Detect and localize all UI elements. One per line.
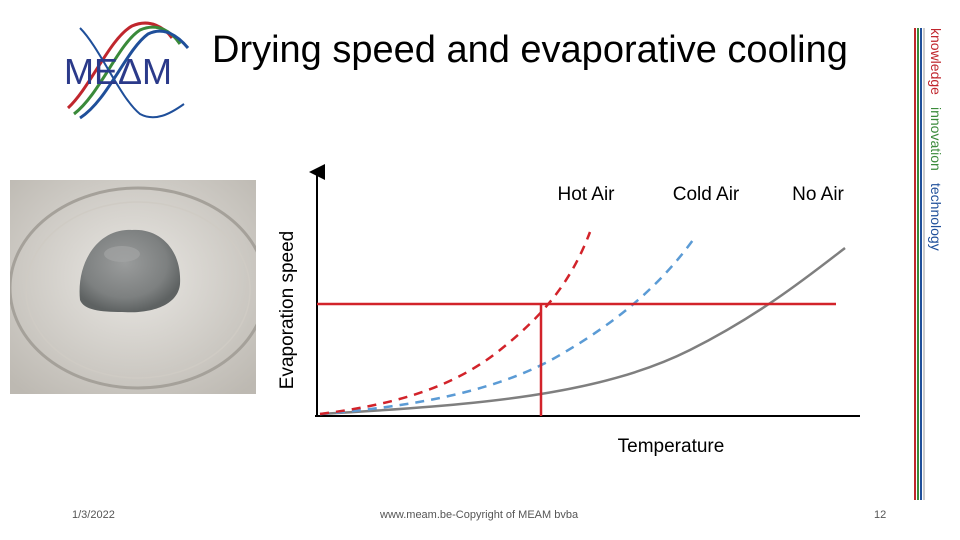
footer-page-number: 12 (874, 509, 887, 521)
legend-hot-air: Hot Air (557, 184, 615, 205)
meam-logo: MEΔM (64, 21, 190, 120)
x-axis-label: Temperature (618, 436, 725, 457)
sidebar-word-innovation: innovation (928, 106, 944, 171)
slide-title: Drying speed and evaporative cooling (212, 29, 848, 71)
legend-cold-air: Cold Air (673, 184, 740, 205)
powder-sample-photo (10, 180, 256, 394)
sidebar-word-technology: technology (928, 182, 944, 251)
legend-no-air: No Air (792, 184, 844, 205)
sidebar-word-knowledge: knowledge (928, 28, 944, 95)
y-axis-label: Evaporation speed (277, 231, 298, 389)
curve-hot-air (319, 231, 592, 416)
curve-no-air (319, 247, 846, 416)
sidebar-tagline: knowledge innovation technology (928, 28, 944, 258)
logo-wordmark: MEΔM (64, 51, 172, 92)
footer-date: 1/3/2022 (72, 509, 115, 521)
curve-cold-air (319, 239, 695, 416)
footer-copyright: www.meam.be-Copyright of MEAM bvba (380, 509, 579, 521)
sidebar-accent-lines (914, 28, 925, 500)
